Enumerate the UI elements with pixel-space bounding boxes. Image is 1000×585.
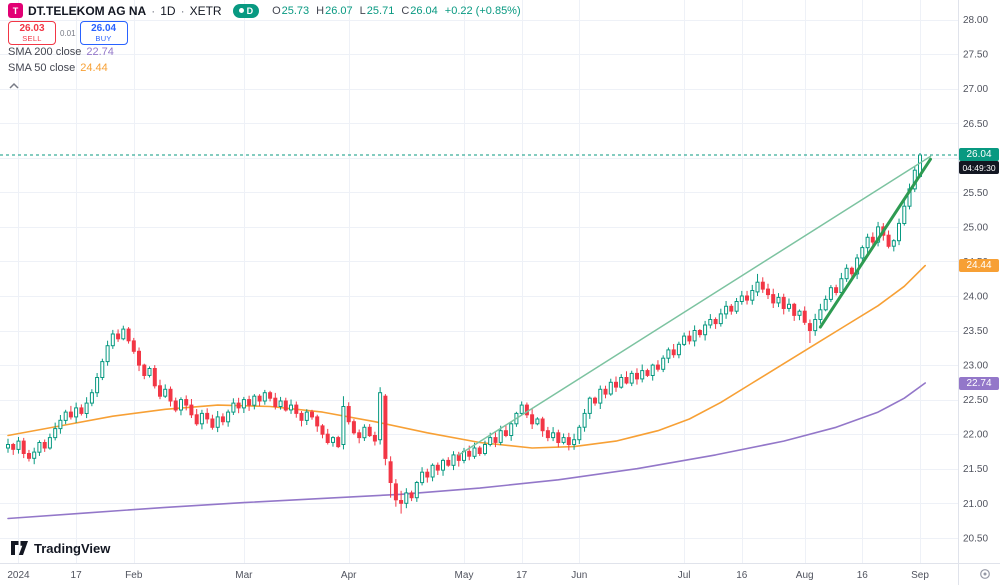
sma200-value: 22.74 xyxy=(86,46,114,58)
legend-collapse-button[interactable] xyxy=(7,78,21,96)
countdown-badge: 04:49:30 xyxy=(959,161,999,174)
svg-text:Aug: Aug xyxy=(796,570,814,581)
svg-text:21.50: 21.50 xyxy=(963,464,988,475)
svg-text:23.00: 23.00 xyxy=(963,361,988,372)
ohlc-values: O25.73 H26.07 L25.71 C26.04 +0.22 (+0.85… xyxy=(272,5,521,17)
sell-button[interactable]: 26.03 SELL xyxy=(8,21,56,45)
sma200-price-badge: 22.74 xyxy=(959,377,999,390)
sma200-title: SMA 200 close xyxy=(8,46,82,58)
svg-text:27.00: 27.00 xyxy=(963,84,988,95)
indicator-legend-sma200[interactable]: SMA 200 close 22.74 xyxy=(8,46,114,58)
svg-text:17: 17 xyxy=(71,570,83,581)
change-value: +0.22 (+0.85%) xyxy=(444,4,521,17)
svg-text:Sep: Sep xyxy=(911,570,929,581)
close-value: C26.04 xyxy=(401,4,438,17)
svg-text:24.00: 24.00 xyxy=(963,292,988,303)
time-axis-bg[interactable] xyxy=(0,563,1000,585)
symbol-name[interactable]: DT.TELEKOM AG NA xyxy=(28,3,147,18)
chevron-up-icon xyxy=(9,82,19,89)
svg-text:25.50: 25.50 xyxy=(963,188,988,199)
sma50-value: 24.44 xyxy=(80,62,108,74)
svg-text:May: May xyxy=(455,570,474,581)
svg-text:Feb: Feb xyxy=(125,570,143,581)
svg-text:17: 17 xyxy=(516,570,528,581)
interval-label[interactable]: 1D xyxy=(160,3,176,18)
status-dot-icon xyxy=(238,8,244,13)
svg-text:Apr: Apr xyxy=(341,570,357,581)
grid-layer xyxy=(0,0,958,563)
indicator-legend-sma50[interactable]: SMA 50 close 24.44 xyxy=(8,62,108,74)
svg-text:22.00: 22.00 xyxy=(963,430,988,441)
symbol-header: T DT.TELEKOM AG NA · 1D · XETR D O25.73 … xyxy=(8,3,521,18)
current-price-badge: 26.04 xyxy=(959,148,999,161)
svg-text:Jun: Jun xyxy=(571,570,587,581)
sma-200-line[interactable] xyxy=(7,382,926,520)
open-value: O25.73 xyxy=(272,4,310,17)
separator: · xyxy=(151,3,156,18)
trade-panel: 26.03 SELL 0.01 26.04 BUY xyxy=(8,21,128,45)
tradingview-logo-text: TradingView xyxy=(34,540,111,556)
separator: · xyxy=(180,3,185,18)
buy-button[interactable]: 26.04 BUY xyxy=(79,21,128,45)
svg-text:22.50: 22.50 xyxy=(963,395,988,406)
symbol-logo[interactable]: T xyxy=(8,3,23,18)
candles-layer[interactable] xyxy=(6,153,922,514)
svg-text:Jul: Jul xyxy=(678,570,691,581)
high-value: H26.07 xyxy=(316,4,353,17)
svg-text:16: 16 xyxy=(857,570,869,581)
axis-settings-icon[interactable] xyxy=(979,567,991,585)
svg-text:26.50: 26.50 xyxy=(963,119,988,130)
low-value: L25.71 xyxy=(359,4,395,17)
spread-value: 0.01 xyxy=(60,28,76,38)
trendline-1[interactable] xyxy=(458,155,932,456)
trendline-2[interactable] xyxy=(818,157,932,329)
svg-text:2024: 2024 xyxy=(7,570,30,581)
sma50-price-badge: 24.44 xyxy=(959,259,999,272)
price-axis-bg[interactable] xyxy=(958,0,1000,585)
sma50-title: SMA 50 close xyxy=(8,62,76,74)
sma-50-line[interactable] xyxy=(7,264,926,449)
interval-pill-label: D xyxy=(246,5,254,16)
svg-text:28.00: 28.00 xyxy=(963,15,988,26)
svg-text:16: 16 xyxy=(736,570,748,581)
time-axis-labels[interactable]: 2024 17 Feb Mar Apr May 17 Jun Jul 16 Aug 16 Sep xyxy=(7,570,929,581)
svg-text:23.50: 23.50 xyxy=(963,326,988,337)
svg-text:20.50: 20.50 xyxy=(963,533,988,544)
svg-text:Mar: Mar xyxy=(235,570,253,581)
svg-text:25.00: 25.00 xyxy=(963,222,988,233)
svg-text:27.50: 27.50 xyxy=(963,50,988,61)
tradingview-logo-icon xyxy=(11,541,28,555)
exchange-label[interactable]: XETR xyxy=(189,3,222,18)
interval-pill[interactable]: D xyxy=(232,3,260,18)
svg-text:21.00: 21.00 xyxy=(963,499,988,510)
tradingview-logo[interactable]: TradingView xyxy=(10,540,110,556)
